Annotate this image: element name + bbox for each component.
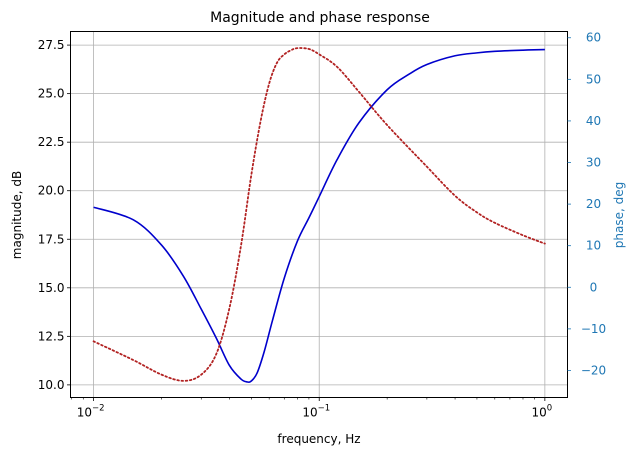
y-tick-label-right: 10 bbox=[586, 239, 601, 253]
x-tick-label: 100 bbox=[532, 404, 553, 420]
y-tick-label-right: 30 bbox=[586, 156, 601, 170]
y-axis-label-right: phase, deg bbox=[612, 182, 626, 248]
y-tick-label-right: 0 bbox=[590, 280, 598, 294]
tick-layer: 10−2 10−1 10010.012.515.017.520.022.525.02… bbox=[38, 31, 606, 420]
grid-lines bbox=[70, 31, 568, 398]
y-axis-label-left: magnitude, dB bbox=[10, 171, 24, 259]
y-tick-label-left: 12.5 bbox=[38, 329, 65, 343]
y-tick-label-left: 22.5 bbox=[38, 135, 65, 149]
phase-series-line bbox=[92, 47, 546, 382]
y-tick-label-right: −10 bbox=[581, 322, 606, 336]
y-tick-label-right: 20 bbox=[586, 197, 601, 211]
y-tick-label-left: 20.0 bbox=[38, 184, 65, 198]
y-tick-label-right: 60 bbox=[586, 31, 601, 45]
x-tick-label: 10−2 bbox=[77, 404, 105, 420]
chart-title: Magnitude and phase response bbox=[210, 10, 430, 26]
y-tick-label-left: 25.0 bbox=[38, 87, 65, 101]
y-tick-label-left: 10.0 bbox=[38, 378, 65, 392]
y-tick-label-left: 15.0 bbox=[38, 281, 65, 295]
y-tick-label-left: 17.5 bbox=[38, 232, 65, 246]
x-tick-label: 10−1 bbox=[302, 404, 330, 420]
y-tick-label-right: 40 bbox=[586, 114, 601, 128]
series-layer bbox=[92, 47, 546, 383]
y-tick-label-left: 27.5 bbox=[38, 38, 65, 52]
y-tick-label-right: 50 bbox=[586, 72, 601, 86]
magnitude-series-line bbox=[93, 48, 545, 383]
y-tick-label-right: −20 bbox=[581, 363, 606, 377]
x-axis-label: frequency, Hz bbox=[277, 432, 360, 446]
